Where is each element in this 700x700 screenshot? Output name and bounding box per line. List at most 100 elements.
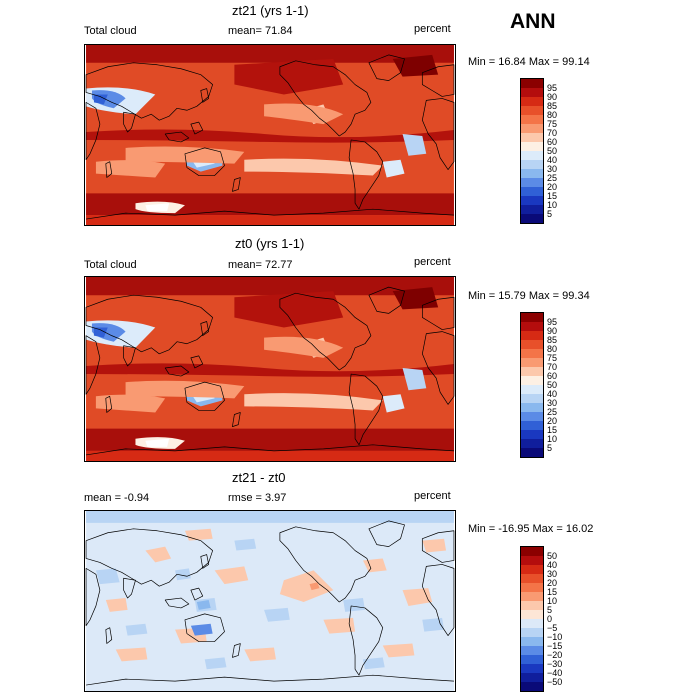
colorbar-swatch	[521, 403, 543, 412]
colorbar-label: 15	[547, 587, 558, 597]
panel-3-colorbar	[520, 546, 544, 692]
panel-1-colorbar	[520, 78, 544, 224]
colorbar-label: 5	[547, 605, 553, 615]
colorbar-swatch	[521, 142, 543, 151]
colorbar-label: 10	[547, 200, 558, 210]
colorbar-label: −50	[547, 677, 563, 687]
colorbar-label: 5	[547, 209, 553, 219]
panel-2-variable-label: Total cloud	[84, 259, 137, 271]
panel-2-mean-label: mean= 72.77	[228, 259, 293, 271]
colorbar-swatch	[521, 97, 543, 106]
colorbar-label: −40	[547, 668, 563, 678]
colorbar-label: 70	[547, 128, 558, 138]
panel-3-map	[84, 510, 456, 692]
colorbar-swatch	[521, 583, 543, 592]
panel-1-mean-label: mean= 71.84	[228, 25, 293, 37]
colorbar-label: 20	[547, 578, 558, 588]
colorbar-swatch	[521, 187, 543, 196]
panel-3-units-label: percent	[414, 490, 451, 502]
colorbar-swatch	[521, 88, 543, 97]
colorbar-label: 30	[547, 569, 558, 579]
colorbar-swatch	[521, 682, 543, 691]
colorbar-swatch	[521, 205, 543, 214]
colorbar-label: 50	[547, 380, 558, 390]
panel-1-variable-label: Total cloud	[84, 25, 137, 37]
colorbar-swatch	[521, 151, 543, 160]
colorbar-label: 50	[547, 551, 558, 561]
colorbar-swatch	[521, 331, 543, 340]
colorbar-label: 80	[547, 110, 558, 120]
colorbar-swatch	[521, 115, 543, 124]
colorbar-swatch	[521, 340, 543, 349]
colorbar-swatch	[521, 565, 543, 574]
colorbar-label: 90	[547, 92, 558, 102]
colorbar-swatch	[521, 439, 543, 448]
panel-1-map	[84, 44, 456, 226]
panel-2-units-label: percent	[414, 256, 451, 268]
panel-2-minmax: Min = 15.79 Max = 99.34	[468, 290, 590, 302]
colorbar-label: 15	[547, 191, 558, 201]
colorbar-label: 30	[547, 164, 558, 174]
colorbar-label: 90	[547, 326, 558, 336]
colorbar-swatch	[521, 394, 543, 403]
colorbar-swatch	[521, 169, 543, 178]
colorbar-label: 85	[547, 101, 558, 111]
panel-3-mean-label: mean = -0.94	[84, 492, 150, 504]
colorbar-swatch	[521, 574, 543, 583]
colorbar-swatch	[521, 610, 543, 619]
season-label: ANN	[510, 10, 556, 33]
colorbar-label: −20	[547, 650, 563, 660]
colorbar-swatch	[521, 367, 543, 376]
colorbar-label: 30	[547, 398, 558, 408]
colorbar-label: 85	[547, 335, 558, 345]
colorbar-label: 25	[547, 173, 558, 183]
colorbar-swatch	[521, 106, 543, 115]
colorbar-swatch	[521, 448, 543, 457]
colorbar-swatch	[521, 385, 543, 394]
colorbar-swatch	[521, 349, 543, 358]
colorbar-label: 75	[547, 119, 558, 129]
panel-1-minmax: Min = 16.84 Max = 99.14	[468, 56, 590, 68]
colorbar-label: 70	[547, 362, 558, 372]
colorbar-swatch	[521, 358, 543, 367]
colorbar-label: 20	[547, 182, 558, 192]
colorbar-label: 95	[547, 317, 558, 327]
colorbar-label: 25	[547, 407, 558, 417]
colorbar-swatch	[521, 430, 543, 439]
colorbar-swatch	[521, 601, 543, 610]
colorbar-label: 75	[547, 353, 558, 363]
panel-1-units-label: percent	[414, 23, 451, 35]
colorbar-label: 50	[547, 146, 558, 156]
panel-3-rmse-label: rmse = 3.97	[228, 492, 287, 504]
colorbar-swatch	[521, 664, 543, 673]
colorbar-swatch	[521, 547, 543, 556]
colorbar-swatch	[521, 412, 543, 421]
colorbar-label: 40	[547, 389, 558, 399]
panel-2-title: zt0 (yrs 1-1)	[235, 236, 305, 251]
colorbar-swatch	[521, 79, 543, 88]
colorbar-swatch	[521, 556, 543, 565]
colorbar-label: 40	[547, 560, 558, 570]
colorbar-swatch	[521, 376, 543, 385]
colorbar-swatch	[521, 160, 543, 169]
colorbar-label: 20	[547, 416, 558, 426]
colorbar-swatch	[521, 592, 543, 601]
colorbar-label: 0	[547, 614, 553, 624]
panel-1-title: zt21 (yrs 1-1)	[232, 3, 309, 18]
colorbar-swatch	[521, 646, 543, 655]
colorbar-label: −15	[547, 641, 563, 651]
colorbar-label: 40	[547, 155, 558, 165]
colorbar-swatch	[521, 628, 543, 637]
colorbar-swatch	[521, 655, 543, 664]
colorbar-label: 60	[547, 371, 558, 381]
colorbar-swatch	[521, 133, 543, 142]
colorbar-label: 80	[547, 344, 558, 354]
colorbar-label: 5	[547, 443, 553, 453]
colorbar-swatch	[521, 178, 543, 187]
colorbar-label: 15	[547, 425, 558, 435]
colorbar-swatch	[521, 421, 543, 430]
panel-2-colorbar	[520, 312, 544, 458]
colorbar-label: 10	[547, 434, 558, 444]
colorbar-label: −30	[547, 659, 563, 669]
colorbar-swatch	[521, 637, 543, 646]
